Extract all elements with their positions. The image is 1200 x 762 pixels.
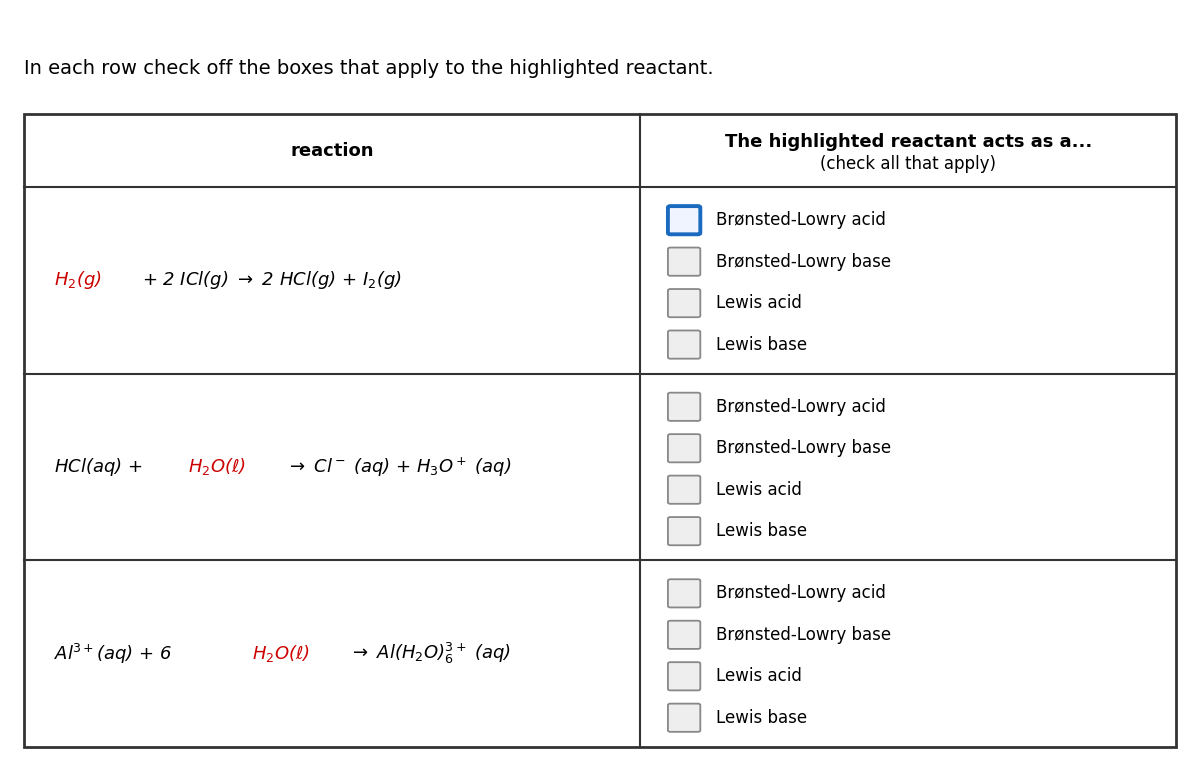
Text: Lewis base: Lewis base [716, 335, 808, 354]
Text: Lewis acid: Lewis acid [716, 294, 802, 312]
FancyBboxPatch shape [668, 434, 701, 463]
Text: H$_2$O($\ell$): H$_2$O($\ell$) [188, 456, 246, 478]
Text: Lewis acid: Lewis acid [716, 481, 802, 498]
Text: $+$ 2 ICl(g) $\rightarrow$ 2 HCl(g) $+$ I$_2$(g): $+$ 2 ICl(g) $\rightarrow$ 2 HCl(g) $+$ … [142, 269, 401, 291]
FancyBboxPatch shape [668, 392, 701, 421]
Text: HCl(aq) $+$: HCl(aq) $+$ [54, 456, 144, 478]
Text: Brønsted-Lowry acid: Brønsted-Lowry acid [716, 584, 886, 602]
FancyBboxPatch shape [668, 621, 701, 649]
Text: Brønsted-Lowry acid: Brønsted-Lowry acid [716, 398, 886, 416]
Text: $\rightarrow$ Cl$^-$ (aq) $+$ H$_3$O$^+$ (aq): $\rightarrow$ Cl$^-$ (aq) $+$ H$_3$O$^+$… [286, 455, 511, 479]
Text: Brønsted-Lowry base: Brønsted-Lowry base [716, 626, 892, 644]
Text: In each row check off the boxes that apply to the highlighted reactant.: In each row check off the boxes that app… [24, 59, 714, 78]
Text: Al$^{3+}$(aq) $+$ 6: Al$^{3+}$(aq) $+$ 6 [54, 642, 173, 665]
Text: Lewis base: Lewis base [716, 522, 808, 540]
FancyBboxPatch shape [668, 289, 701, 317]
FancyBboxPatch shape [668, 517, 701, 546]
Text: Brønsted-Lowry acid: Brønsted-Lowry acid [716, 211, 886, 229]
Text: H$_2$O($\ell$): H$_2$O($\ell$) [252, 643, 310, 664]
FancyBboxPatch shape [668, 662, 701, 690]
FancyBboxPatch shape [668, 703, 701, 732]
Text: Brønsted-Lowry base: Brønsted-Lowry base [716, 253, 892, 271]
Text: The highlighted reactant acts as a...: The highlighted reactant acts as a... [725, 133, 1092, 151]
Text: Brønsted-Lowry base: Brønsted-Lowry base [716, 439, 892, 457]
Text: H$_2$(g): H$_2$(g) [54, 269, 102, 291]
FancyBboxPatch shape [668, 331, 701, 359]
Text: Lewis base: Lewis base [716, 709, 808, 727]
FancyBboxPatch shape [668, 475, 701, 504]
Text: Lewis acid: Lewis acid [716, 668, 802, 685]
FancyBboxPatch shape [668, 248, 701, 276]
Text: (check all that apply): (check all that apply) [820, 155, 996, 174]
FancyBboxPatch shape [668, 206, 701, 234]
Text: reaction: reaction [290, 142, 374, 160]
Text: $\rightarrow$ Al(H$_2$O)$_6^{3+}$ (aq): $\rightarrow$ Al(H$_2$O)$_6^{3+}$ (aq) [349, 641, 511, 666]
FancyBboxPatch shape [668, 579, 701, 607]
